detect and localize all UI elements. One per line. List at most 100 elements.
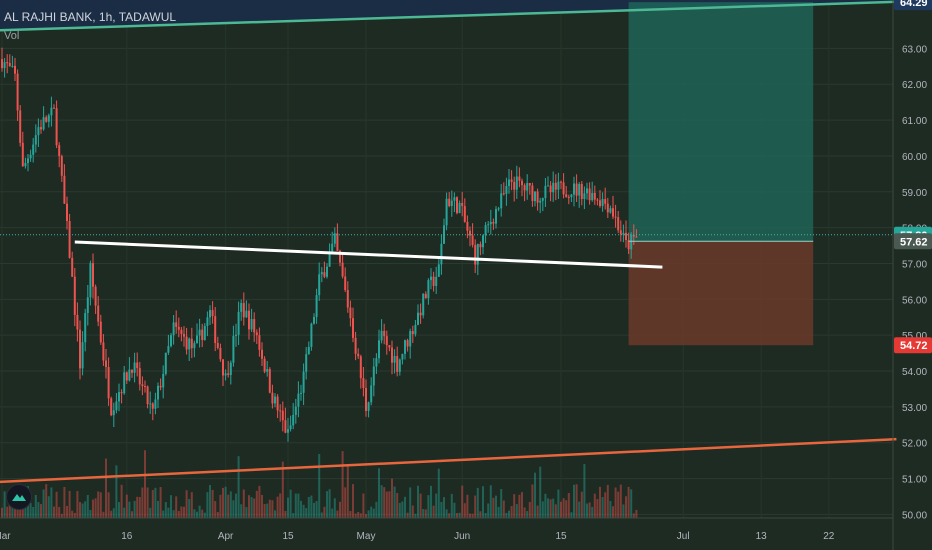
candle-body	[549, 185, 552, 193]
candle-body	[154, 399, 157, 409]
volume-bar	[354, 513, 357, 518]
volume-bar	[367, 510, 370, 518]
volume-bar	[151, 489, 154, 518]
volume-bar	[500, 488, 503, 518]
volume-bar	[146, 487, 149, 518]
candle-body	[292, 414, 295, 426]
volume-bar	[138, 496, 141, 518]
candle-body	[34, 135, 37, 145]
volume-bar	[430, 485, 432, 518]
candle-body	[352, 318, 354, 338]
candle-body	[16, 73, 19, 111]
volume-bar	[453, 502, 456, 518]
volume-bar	[398, 502, 401, 518]
candle-body	[513, 181, 516, 190]
candle-body	[183, 334, 185, 337]
volume-bar	[443, 497, 445, 518]
candle-body	[261, 349, 263, 359]
lower-trendline[interactable]	[0, 437, 897, 484]
volume-bar	[479, 511, 482, 518]
volume-bar	[427, 495, 430, 518]
volume-bar	[154, 487, 157, 518]
volume-bar	[3, 491, 6, 518]
candle-body	[331, 243, 334, 253]
candle-body	[284, 420, 287, 433]
candle-body	[515, 176, 518, 190]
candle-body	[42, 117, 45, 130]
x-tick-label: May	[357, 531, 376, 542]
drawings[interactable]	[0, 0, 897, 484]
volume-bar	[232, 500, 235, 518]
candle-body	[437, 264, 440, 277]
candle-body	[627, 240, 630, 250]
candle-body	[8, 63, 11, 67]
volume-bar	[315, 501, 318, 518]
volume-bar	[196, 511, 198, 518]
volume-bar	[276, 496, 279, 518]
volume-bar	[42, 489, 45, 518]
volume-bar	[235, 493, 237, 518]
volume-bar	[105, 458, 107, 518]
volume-bar	[279, 493, 282, 518]
candle-body	[635, 236, 638, 238]
candle-body	[50, 107, 53, 116]
volume-bar	[180, 506, 183, 518]
volume-bar	[219, 494, 222, 518]
volume-bar	[16, 504, 19, 518]
candle-body	[588, 188, 591, 201]
volume-bar	[32, 507, 35, 518]
candle-body	[528, 182, 531, 186]
volume-bar	[385, 491, 388, 518]
candle-body	[157, 385, 159, 400]
candle-body	[393, 356, 396, 363]
volume-bar	[437, 468, 440, 518]
candle-body	[372, 366, 375, 386]
candle-body	[32, 144, 35, 155]
price-tag-label: 54.72	[900, 340, 928, 352]
volume-bar	[21, 505, 24, 518]
volume-bar	[47, 496, 50, 518]
upper-trendline[interactable]	[0, 0, 897, 32]
volume-bar	[409, 487, 412, 518]
candle-body	[219, 347, 222, 360]
volume-bar	[89, 509, 92, 518]
volume-bar	[102, 511, 105, 518]
volume-bar	[362, 493, 365, 518]
candle-body	[47, 115, 50, 122]
volume-bar	[68, 490, 71, 518]
candle-body	[554, 182, 557, 190]
candle-body	[544, 185, 547, 199]
candle-body	[302, 371, 305, 393]
volume-bar	[575, 484, 578, 518]
volume-bar	[250, 497, 253, 518]
candle-body	[71, 257, 74, 277]
candle-body	[450, 200, 453, 207]
volume-bar	[580, 491, 583, 518]
tradingview-logo[interactable]	[6, 484, 32, 510]
y-tick-label: 54.00	[902, 367, 927, 378]
volume-bar	[71, 510, 74, 518]
candle-body	[622, 232, 625, 235]
candle-body	[432, 276, 435, 286]
volume-bar	[271, 500, 274, 518]
candle-body	[531, 185, 534, 202]
volume-bar	[632, 513, 635, 518]
volume-bar	[81, 503, 84, 518]
candle-body	[110, 398, 113, 416]
support-line[interactable]	[74, 240, 663, 269]
candle-body	[396, 356, 399, 372]
candle-body	[60, 156, 63, 176]
candle-body	[216, 342, 219, 348]
candle-body	[570, 194, 573, 198]
volume-bar	[372, 508, 375, 518]
volume-indicator-label[interactable]: Vol	[4, 30, 20, 42]
candle-body	[229, 362, 232, 375]
volume-bar	[497, 506, 500, 518]
volume-bar	[172, 510, 175, 518]
volume-bar	[534, 472, 536, 518]
candle-body	[97, 305, 100, 322]
price-tag-target	[894, 0, 932, 11]
y-tick-label: 51.00	[902, 475, 927, 486]
volume-bar	[300, 500, 302, 518]
